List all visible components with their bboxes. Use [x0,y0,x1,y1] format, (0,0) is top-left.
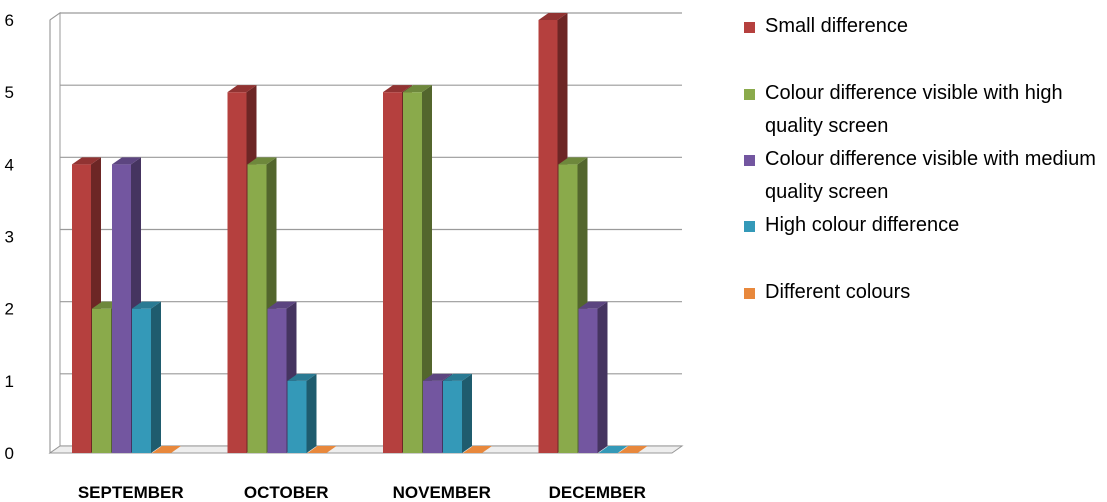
y-tick-label: 6 [5,11,14,30]
bar-top [463,446,492,453]
bar [267,301,297,453]
bar [287,373,317,453]
legend-item-high-difference: High colour difference [744,214,1105,242]
bar-front [72,164,91,454]
bar-side [422,85,432,454]
legend-label: Different colours [765,281,911,303]
legend-swatch [744,22,755,33]
bar-side [151,301,161,453]
bar-front [383,92,402,454]
bar-front [247,164,267,454]
y-tick-label: 3 [5,228,14,247]
bar-front [132,308,151,453]
legend-swatch [744,288,755,299]
bar-side [462,373,472,453]
legend-label: Colour difference visible with medium qu… [765,148,1096,203]
bar [132,301,161,453]
bar-front [112,164,131,454]
axis-labels: 0 1 2 3 4 5 6 SEPTEMBER OCTOBER NOVEMBER DECEMBER [5,11,646,502]
bar-top [618,446,648,453]
bar [403,85,432,454]
bar-front [403,92,422,454]
legend-label: Small difference [765,15,909,37]
bar-top [72,157,101,165]
x-category-label: SEPTEMBER [78,483,184,502]
bar-top [152,446,181,453]
bar-front [267,308,287,453]
bar [578,301,608,453]
legend-item-high-quality: Colour difference visible with high qual… [744,82,1105,143]
bar-top [403,85,432,93]
bar [152,446,181,453]
bar-front [443,380,462,453]
bar-top [538,13,568,20]
y-tick-label: 0 [5,444,14,463]
x-category-label: OCTOBER [244,483,329,502]
bar-top [558,157,588,165]
bar-top [578,301,608,309]
legend-item-different-colours: Different colours [744,281,1105,309]
gridline [49,12,682,21]
bar [443,373,472,453]
y-tick-label: 1 [5,372,14,391]
legend-swatch [744,155,755,166]
legend-item-medium-quality: Colour difference visible with medium qu… [744,148,1105,209]
bar [307,446,337,453]
bar-top [267,301,297,309]
bar-side [597,301,608,453]
bar-front [423,380,442,453]
bar [618,446,648,453]
bar-front [558,164,578,454]
bars [72,13,648,454]
legend-swatch [744,89,755,100]
legend-item-small-difference: Small difference [744,15,1105,43]
bar-top [307,446,337,453]
bar-top [423,373,452,381]
bar-top [598,446,628,453]
y-tick-label: 2 [5,300,14,319]
legend-label: High colour difference [765,214,960,236]
bar-side [306,373,317,453]
side-wall [49,12,61,454]
legend-label: Colour difference visible with high qual… [765,82,1063,137]
bar-front [92,308,111,453]
bar [598,446,628,453]
x-category-label: NOVEMBER [393,483,491,502]
bar-top [383,85,412,93]
y-tick-label: 4 [5,155,14,174]
bar-chart: 0 1 2 3 4 5 6 SEPTEMBER OCTOBER NOVEMBER DECEMBER [5,11,684,502]
bar-front [578,308,598,453]
bar-front [538,20,558,453]
bar-top [443,373,472,381]
bar-front [287,380,307,453]
x-category-label: DECEMBER [549,483,646,502]
y-tick-label: 5 [5,83,14,102]
bar-top [287,373,317,381]
bar-top [247,157,277,165]
bar-top [112,157,141,165]
bar [463,446,492,453]
legend-swatch [744,221,755,232]
axes [48,12,684,454]
gridline [49,84,682,93]
bar-top [132,301,161,309]
bar-top [227,85,257,93]
bar-front [227,92,247,454]
